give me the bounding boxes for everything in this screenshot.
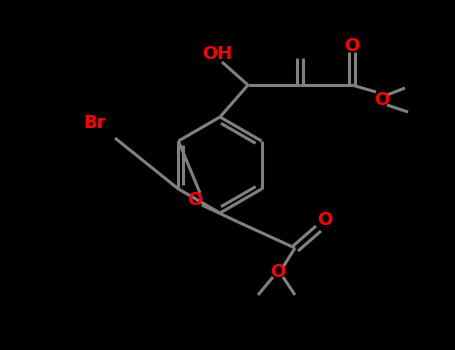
Text: O: O [270,263,286,281]
Text: O: O [344,37,359,55]
Text: O: O [187,191,202,209]
Text: Br: Br [84,114,106,132]
Text: OH: OH [202,45,232,63]
Text: O: O [318,211,333,229]
Text: O: O [374,91,389,109]
